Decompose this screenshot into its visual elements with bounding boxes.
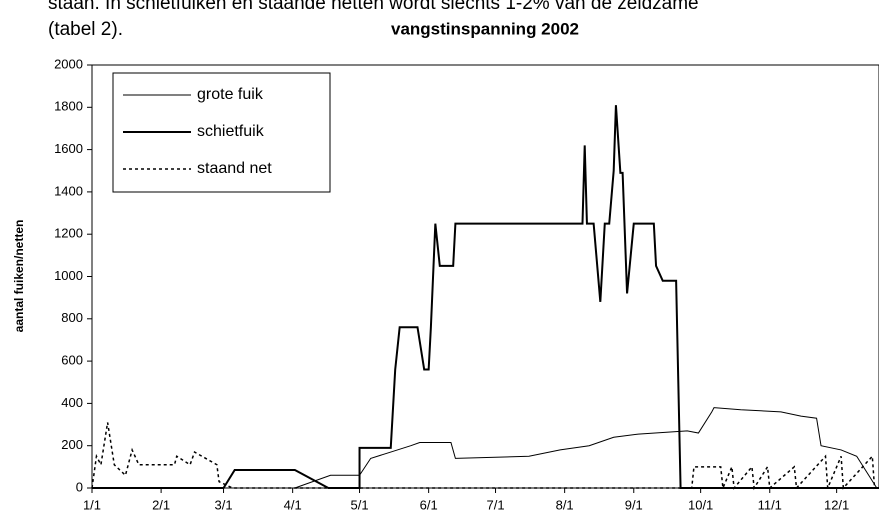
plot: 0 200 400 600 800 1000 1200 1400 1600 1800 2000 1/1… <box>54 56 879 512</box>
legend-label: grote fuik <box>197 86 264 103</box>
body-text: (tabel 2). <box>48 19 123 40</box>
y-tick-label: 1400 <box>54 183 83 198</box>
series-line <box>92 105 879 489</box>
x-tick-label: 12/1 <box>824 497 849 512</box>
x-tick-label: 8/1 <box>556 497 574 512</box>
y-tick-label: 200 <box>61 437 83 452</box>
chart-title: vangstinspanning 2002 <box>391 19 579 38</box>
x-tick-label: 1/1 <box>83 497 101 512</box>
body-text: staan. In schietfuiken en staande netten… <box>48 0 699 14</box>
x-tick-label: 7/1 <box>486 497 504 512</box>
series-line <box>91 422 876 491</box>
y-tick-label: 400 <box>61 395 83 410</box>
legend-label: schietfuik <box>197 123 265 140</box>
x-tick-label: 5/1 <box>350 497 368 512</box>
y-tick-label: 1600 <box>54 141 83 156</box>
y-tick-label: 0 <box>76 479 83 494</box>
y-tick-label: 1800 <box>54 99 83 114</box>
x-tick-label: 9/1 <box>625 497 643 512</box>
y-tick-label: 800 <box>61 310 83 325</box>
x-tick-label: 11/1 <box>758 497 782 512</box>
y-tick-label: 600 <box>61 353 83 368</box>
x-tick-label: 6/1 <box>420 497 438 512</box>
y-tick-label: 1000 <box>54 268 83 283</box>
x-tick-label: 3/1 <box>214 497 232 512</box>
x-tick-label: 4/1 <box>284 497 302 512</box>
series-line <box>294 407 878 489</box>
y-tick-label: 2000 <box>54 56 83 71</box>
x-tick-label: 2/1 <box>152 497 170 512</box>
y-axis-label: aantal fuiken/netten <box>12 220 26 333</box>
legend-label: staand net <box>197 160 272 177</box>
y-tick-label: 1200 <box>54 226 83 241</box>
x-tick-label: 10/1 <box>688 497 713 512</box>
